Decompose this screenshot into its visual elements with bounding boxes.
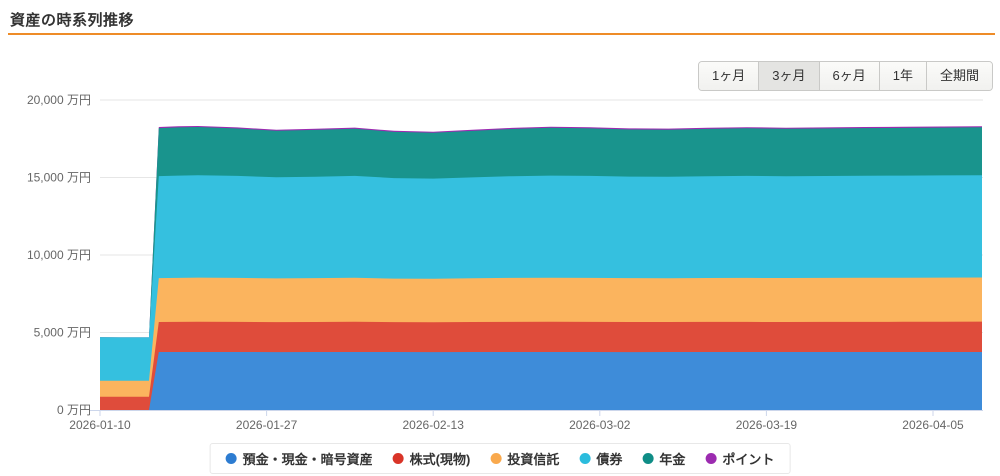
y-axis-label: 15,000 万円	[27, 171, 91, 185]
bonds-marker-icon	[579, 453, 591, 464]
range-button-1m[interactable]: 1ヶ月	[699, 62, 760, 90]
y-axis-label: 10,000 万円	[27, 248, 91, 262]
y-axis-label: 0 万円	[57, 403, 91, 417]
legend-item-mutual-funds[interactable]: 投資信託	[490, 449, 559, 468]
x-axis-label: 2026-02-13	[403, 418, 465, 432]
legend-item-deposits[interactable]: 預金・現金・暗号資産	[225, 449, 373, 468]
range-button-1y[interactable]: 1年	[879, 62, 927, 90]
legend-item-stocks[interactable]: 株式(現物)	[392, 449, 470, 468]
x-axis-label: 2026-01-10	[69, 418, 131, 432]
mutual-funds-marker-icon	[490, 453, 502, 464]
legend-item-bonds[interactable]: 債券	[579, 449, 622, 468]
range-button-all[interactable]: 全期間	[926, 62, 992, 90]
page-title: 資産の時系列推移	[10, 12, 135, 29]
x-axis-label: 2026-01-27	[236, 418, 298, 432]
title-underline: 資産の時系列推移	[8, 0, 995, 35]
x-axis-label: 2026-03-19	[736, 418, 798, 432]
points-marker-icon	[705, 453, 717, 464]
range-button-3m[interactable]: 3ヶ月	[759, 62, 820, 90]
y-axis-label: 5,000 万円	[34, 326, 91, 340]
stocks-marker-icon	[392, 453, 404, 464]
chart-legend: 預金・現金・暗号資産 株式(現物) 投資信託 債券 年金 ポイント	[209, 443, 791, 474]
date-range-selector: 1ヶ月 3ヶ月 6ヶ月 1年 全期間	[698, 61, 993, 91]
deposits-marker-icon	[225, 453, 237, 464]
range-button-6m[interactable]: 6ヶ月	[819, 62, 880, 90]
x-axis-label: 2026-03-02	[569, 418, 631, 432]
pension-marker-icon	[642, 453, 654, 464]
legend-item-pension[interactable]: 年金	[642, 449, 685, 468]
y-axis-label: 20,000 万円	[27, 93, 91, 107]
asset-timeseries-chart: 2026-01-10 2026-01-27 2026-02-13 2026-03-02…	[27, 93, 983, 432]
x-axis-label: 2026-04-05	[902, 418, 964, 432]
legend-item-points[interactable]: ポイント	[705, 449, 774, 468]
area-series-0[interactable]	[100, 352, 982, 410]
